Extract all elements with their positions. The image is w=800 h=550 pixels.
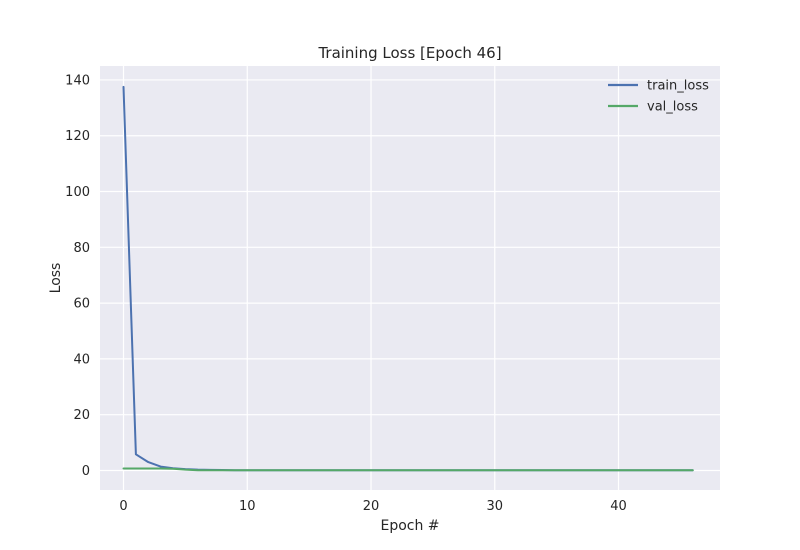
x-tick-label: 40 [610, 499, 627, 514]
legend-label-val-loss: val_loss [647, 100, 698, 115]
x-tick-label: 0 [119, 499, 127, 514]
series-line-val-loss [122, 467, 694, 472]
plot-area [100, 66, 720, 490]
y-tick-labels: 0 20 40 60 80 100 120 140 [65, 73, 90, 479]
y-tick-label: 60 [73, 297, 90, 312]
y-tick-label: 140 [65, 73, 90, 88]
x-axis-label: Epoch # [380, 518, 439, 534]
x-tick-label: 20 [363, 499, 380, 514]
legend: train_loss val_loss [608, 79, 709, 115]
y-tick-label: 120 [65, 129, 90, 144]
x-tick-labels: 0 10 20 30 40 [119, 499, 626, 514]
y-tick-label: 20 [73, 408, 90, 423]
x-tick-label: 30 [486, 499, 503, 514]
series-layer [122, 85, 694, 472]
y-tick-label: 100 [65, 185, 90, 200]
y-tick-label: 40 [73, 352, 90, 367]
legend-label-train-loss: train_loss [647, 79, 709, 94]
x-tick-label: 10 [239, 499, 256, 514]
chart-title: Training Loss [Epoch 46] [317, 44, 501, 62]
y-tick-label: 80 [73, 241, 90, 256]
y-tick-label: 0 [82, 464, 90, 479]
y-axis-label: Loss [48, 263, 64, 294]
grid-lines [100, 66, 720, 490]
